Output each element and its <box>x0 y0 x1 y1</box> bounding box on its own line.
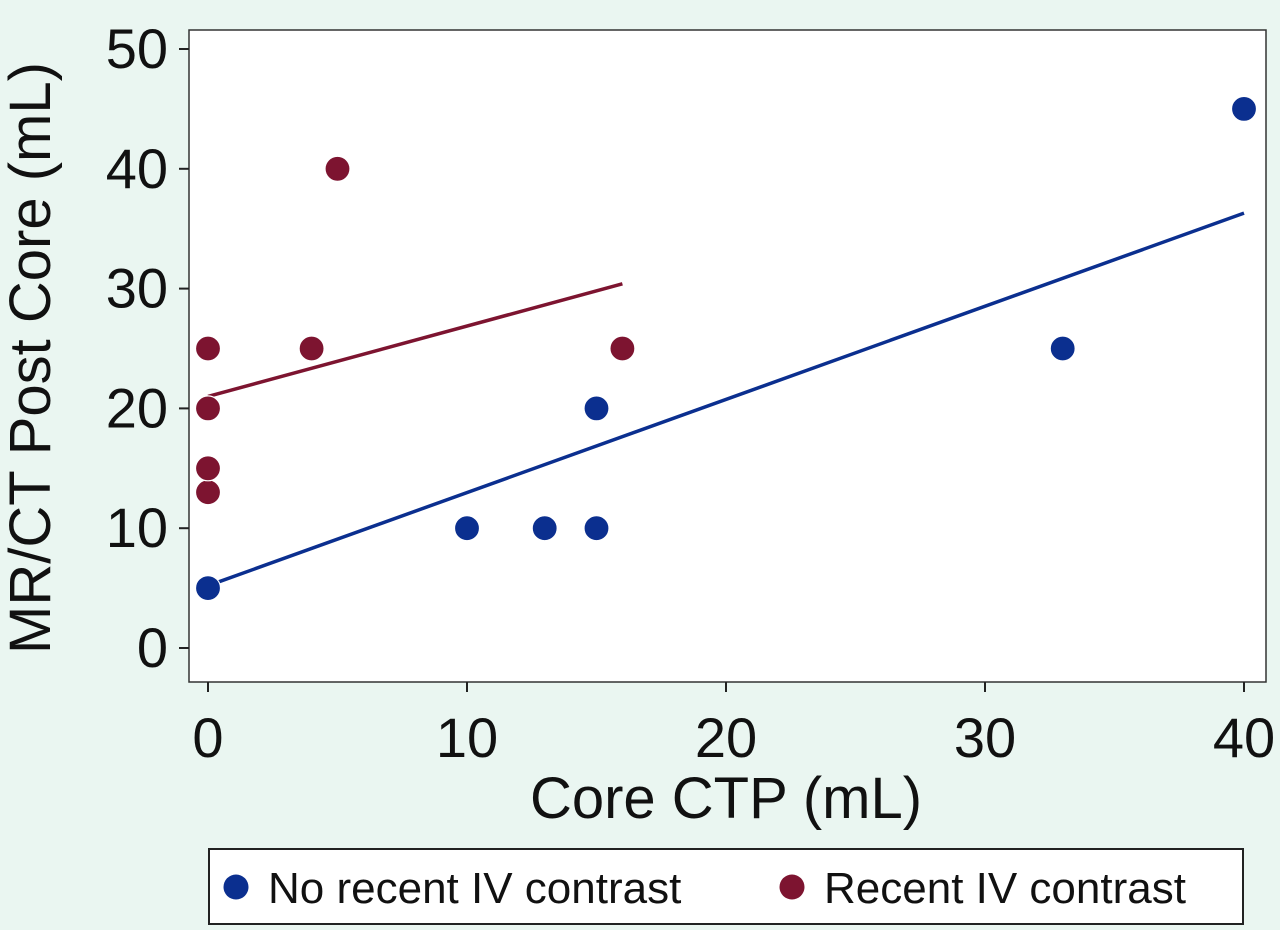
legend-label-series-2: Recent IV contrast <box>824 864 1186 913</box>
y-tick-label: 50 <box>106 17 168 80</box>
data-point-series-1 <box>1230 95 1258 123</box>
y-axis-title: MR/CT Post Core (mL) <box>0 62 63 654</box>
data-point-series-2 <box>194 395 222 422</box>
data-point-series-1 <box>194 574 222 602</box>
y-tick-label: 40 <box>106 137 168 200</box>
data-point-series-2 <box>298 335 325 362</box>
x-tick-label: 40 <box>1213 706 1275 769</box>
data-point-series-1 <box>531 515 558 542</box>
data-point-series-1 <box>583 515 610 542</box>
data-point-series-2 <box>609 335 636 362</box>
fit-line-series-2 <box>207 282 623 399</box>
legend-items: No recent IV contrast Recent IV contrast <box>223 864 1186 913</box>
data-point-series-2 <box>194 335 222 362</box>
x-tick-label: 0 <box>192 706 223 769</box>
y-tick-label: 20 <box>106 376 168 439</box>
data-point-series-2 <box>324 155 351 182</box>
fit-line-series-1 <box>207 211 1245 588</box>
data-point-series-1 <box>453 515 481 542</box>
data-points <box>194 95 1258 602</box>
axes: 0 10 20 30 40 50 0 10 20 30 40 <box>106 17 1275 769</box>
data-point-series-2 <box>194 455 222 482</box>
y-tick-label: 30 <box>106 257 168 320</box>
x-tick-label: 30 <box>954 706 1016 769</box>
legend: No recent IV contrast Recent IV contrast <box>208 848 1244 925</box>
legend-label-series-1: No recent IV contrast <box>268 864 681 913</box>
fit-lines <box>207 211 1245 588</box>
y-tick-label: 0 <box>137 616 168 679</box>
data-point-series-2 <box>194 479 222 506</box>
x-tick-label: 10 <box>436 706 498 769</box>
plot-area <box>188 29 1267 683</box>
x-axis-title: Core CTP (mL) <box>530 766 922 831</box>
legend-box <box>208 848 1244 925</box>
legend-marker-series-1 <box>223 874 249 900</box>
data-point-series-1 <box>1049 335 1076 362</box>
y-tick-label: 10 <box>106 496 168 559</box>
legend-marker-series-2 <box>779 874 805 900</box>
x-tick-label: 20 <box>695 706 757 769</box>
data-point-series-1 <box>583 395 610 422</box>
